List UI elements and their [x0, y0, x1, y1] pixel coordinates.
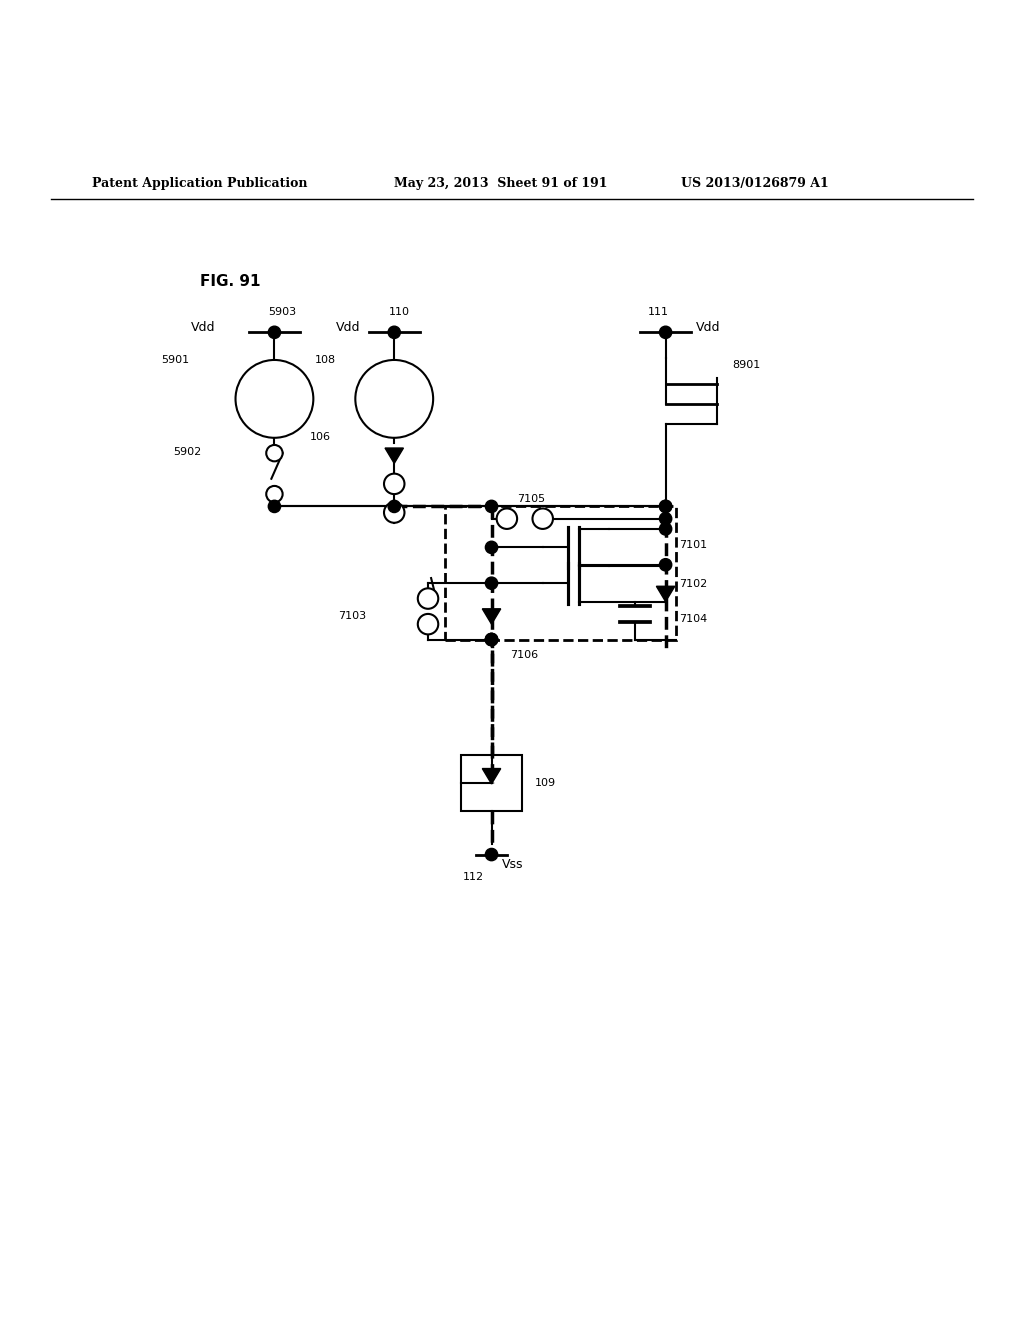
- Text: 111: 111: [648, 306, 669, 317]
- Text: 110: 110: [389, 306, 410, 317]
- Polygon shape: [385, 447, 403, 463]
- Circle shape: [659, 326, 672, 338]
- Circle shape: [485, 634, 498, 645]
- Polygon shape: [656, 586, 675, 602]
- Text: 7101: 7101: [679, 540, 707, 550]
- Text: Vss: Vss: [502, 858, 523, 871]
- Bar: [445, 507, 676, 639]
- Polygon shape: [482, 609, 501, 624]
- Text: Patent Application Publication: Patent Application Publication: [92, 177, 307, 190]
- Text: 112: 112: [463, 873, 483, 882]
- Text: 109: 109: [535, 777, 556, 788]
- Text: 8901: 8901: [732, 360, 761, 370]
- Text: 7106: 7106: [510, 649, 538, 660]
- Text: 5903: 5903: [268, 306, 297, 317]
- Circle shape: [384, 503, 404, 523]
- Text: FIG. 91: FIG. 91: [200, 273, 260, 289]
- Circle shape: [268, 326, 281, 338]
- Circle shape: [388, 500, 400, 512]
- Circle shape: [418, 614, 438, 635]
- Circle shape: [388, 326, 400, 338]
- Circle shape: [236, 360, 313, 438]
- Circle shape: [659, 512, 672, 525]
- Circle shape: [485, 500, 498, 512]
- Circle shape: [268, 500, 281, 512]
- Text: 7104: 7104: [679, 614, 708, 624]
- Text: 5902: 5902: [173, 447, 202, 457]
- Text: 7102: 7102: [679, 579, 708, 589]
- Circle shape: [659, 500, 672, 512]
- Text: Vdd: Vdd: [336, 321, 360, 334]
- Circle shape: [355, 360, 433, 438]
- Text: 106: 106: [309, 432, 331, 442]
- Text: 108: 108: [314, 355, 336, 364]
- Circle shape: [485, 577, 498, 589]
- Circle shape: [384, 474, 404, 494]
- Circle shape: [659, 558, 672, 572]
- Text: Vdd: Vdd: [190, 321, 215, 334]
- Circle shape: [485, 849, 498, 861]
- Circle shape: [266, 486, 283, 503]
- Circle shape: [659, 500, 672, 512]
- Circle shape: [659, 523, 672, 535]
- Text: 7105: 7105: [517, 495, 545, 504]
- Circle shape: [497, 508, 517, 529]
- Circle shape: [485, 634, 498, 645]
- Text: Vdd: Vdd: [696, 321, 721, 334]
- Text: 7103: 7103: [338, 611, 366, 620]
- Circle shape: [485, 541, 498, 553]
- Text: 5901: 5901: [162, 355, 189, 364]
- Circle shape: [266, 445, 283, 462]
- Circle shape: [532, 508, 553, 529]
- Polygon shape: [482, 768, 501, 784]
- Text: May 23, 2013  Sheet 91 of 191: May 23, 2013 Sheet 91 of 191: [394, 177, 607, 190]
- Circle shape: [485, 634, 498, 645]
- Bar: [461, 755, 522, 810]
- Text: US 2013/0126879 A1: US 2013/0126879 A1: [681, 177, 828, 190]
- Circle shape: [418, 589, 438, 609]
